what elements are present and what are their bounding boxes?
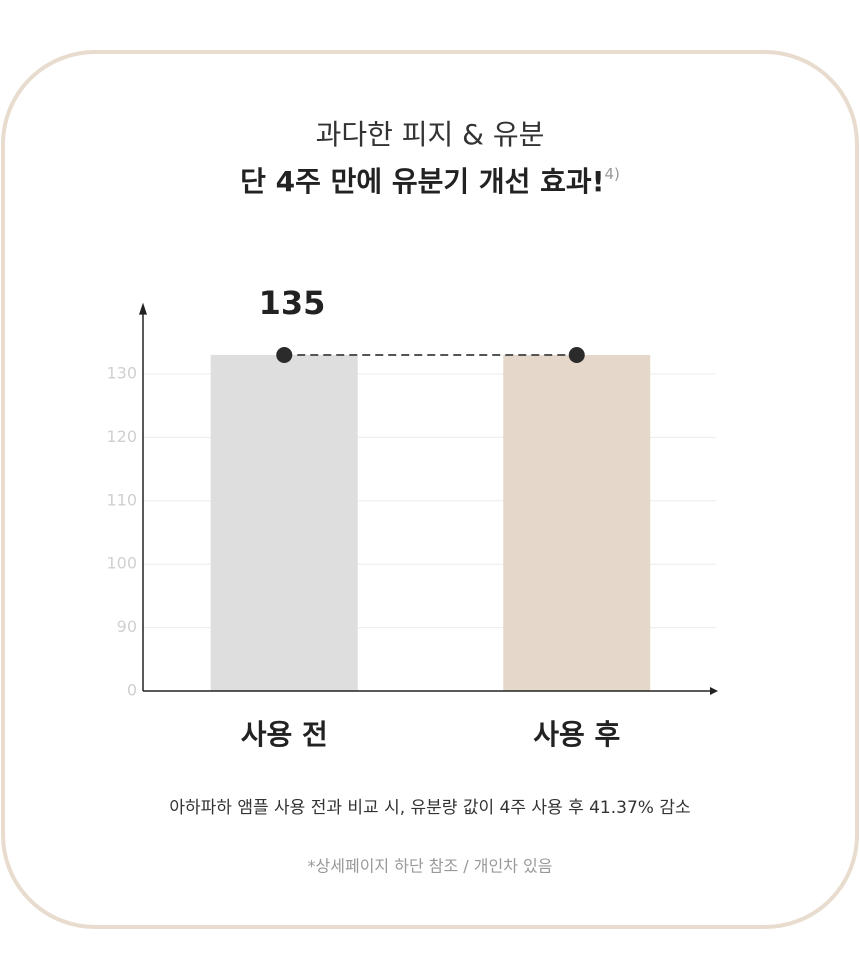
footnote-ref: 4) (604, 165, 619, 183)
x-axis-arrow (710, 687, 718, 695)
annotation: 135 (259, 284, 326, 322)
caption: 아하파하 앰플 사용 전과 비교 시, 유분량 값이 4주 사용 후 41.37… (169, 798, 690, 818)
note: *상세페이지 하단 참조 / 개인차 있음 (308, 857, 553, 876)
x-tick-label: 사용 후 (533, 718, 620, 751)
chart-title: 과다한 피지 & 유분 (316, 118, 545, 151)
y-axis-arrow (139, 302, 147, 315)
dot (568, 346, 585, 363)
y-tick-label: 100 (106, 554, 137, 573)
subtitle-text: 단 4주 만에 유분기 개선 효과! (240, 165, 604, 198)
x-tick-label: 사용 전 (241, 718, 328, 751)
chart-subtitle: 단 4주 만에 유분기 개선 효과!4) (240, 165, 620, 199)
bar (503, 354, 651, 691)
card (1, 50, 859, 929)
y-tick-label: 110 (106, 490, 137, 509)
y-tick-label: 120 (106, 427, 137, 446)
bar (210, 354, 358, 691)
y-tick-label: 130 (106, 364, 137, 383)
y-tick-label: 90 (117, 617, 137, 636)
dot (276, 346, 293, 363)
y-tick-label: 0 (127, 681, 137, 700)
